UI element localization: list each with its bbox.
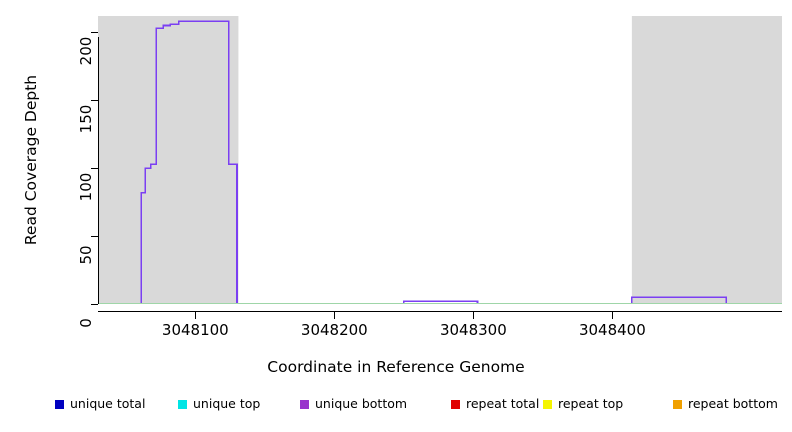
legend-item-repeat-total[interactable]: repeat total: [451, 396, 540, 411]
y-tick-label: 150: [77, 104, 95, 134]
legend-swatch-icon: [543, 399, 552, 409]
legend-item-unique-top[interactable]: unique top: [178, 396, 261, 411]
legend-label: repeat bottom: [688, 396, 778, 411]
x-tick-label: 3048400: [578, 321, 646, 339]
legend-swatch-icon: [55, 399, 64, 409]
y-axis-line: [98, 37, 99, 304]
shaded-region: [98, 16, 239, 304]
legend-item-unique-bottom[interactable]: unique bottom: [300, 396, 408, 411]
legend-item-repeat-top[interactable]: repeat top: [543, 396, 624, 411]
chart-legend: unique total unique top unique bottom repea…: [0, 396, 792, 420]
x-tick-label: 3048100: [161, 321, 229, 339]
y-tick-mark: [91, 100, 98, 101]
shaded-regions-layer: [98, 16, 782, 304]
y-axis-title: Read Coverage Depth: [22, 74, 40, 246]
y-tick-label: 200: [77, 36, 95, 66]
x-tick-mark: [612, 312, 613, 319]
legend-swatch-icon: [178, 399, 187, 409]
y-tick-mark: [91, 304, 98, 305]
legend-swatch-icon: [673, 399, 682, 409]
plot-area: [98, 16, 782, 304]
legend-item-unique-total[interactable]: unique total: [55, 396, 146, 411]
y-tick-label: 50: [77, 245, 95, 265]
y-tick-label: 0: [77, 318, 95, 328]
legend-label: repeat total: [466, 396, 540, 411]
series-line-unique-bottom: [98, 20, 782, 304]
legend-label: unique bottom: [315, 396, 408, 411]
x-tick-mark: [473, 312, 474, 319]
legend-label: repeat top: [558, 396, 624, 411]
x-axis-line: [98, 311, 782, 312]
y-tick-mark: [91, 168, 98, 169]
legend-label: unique top: [193, 396, 261, 411]
x-tick-label: 3048200: [300, 321, 368, 339]
x-tick-mark: [195, 312, 196, 319]
x-tick-label: 3048300: [439, 321, 507, 339]
legend-swatch-icon: [300, 399, 309, 409]
series-layer: [98, 20, 782, 304]
plot-canvas: [98, 16, 782, 304]
shaded-region: [631, 16, 782, 304]
x-axis-title: Coordinate in Reference Genome: [267, 358, 525, 376]
legend-swatch-icon: [451, 399, 460, 409]
y-tick-mark: [91, 236, 98, 237]
legend-item-repeat-bottom[interactable]: repeat bottom: [673, 396, 778, 411]
y-tick-mark: [91, 32, 98, 33]
y-tick-label: 100: [77, 172, 95, 202]
legend-label: unique total: [70, 396, 146, 411]
x-tick-mark: [334, 312, 335, 319]
